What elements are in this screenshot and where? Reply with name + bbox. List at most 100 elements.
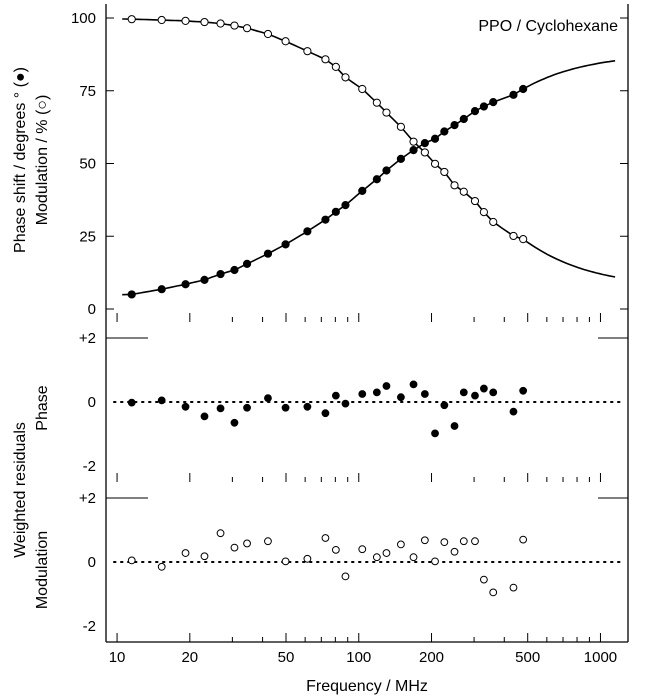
- x-tick-label: 500: [515, 649, 540, 666]
- modulation-point: [470, 196, 480, 206]
- modulation-residual-point: [431, 557, 439, 566]
- phase-residual-point: [459, 388, 468, 397]
- phase-point: [489, 97, 498, 107]
- modulation-residual-point: [519, 535, 528, 544]
- phase-point: [230, 265, 239, 275]
- modulation-point: [200, 17, 209, 27]
- modulation-residual-point: [341, 572, 350, 581]
- phase-point: [479, 102, 488, 111]
- phase-point: [459, 114, 468, 124]
- modulation-point: [281, 37, 290, 46]
- phase-residual-point: [358, 390, 367, 398]
- modulation-residual-point: [216, 529, 225, 538]
- y-axis-label-phase: Phase shift / degrees ° (●): [12, 67, 29, 253]
- x-tick-label: 10: [109, 649, 126, 666]
- modulation-residuals-plot: +2 0 -2: [79, 482, 629, 642]
- modulation-residual-point: [358, 545, 367, 554]
- modulation-point: [331, 62, 340, 71]
- modulation-residual-point: [450, 547, 459, 556]
- modulation-point: [440, 167, 449, 177]
- phase-residuals-label: Phase: [34, 385, 51, 430]
- chart-title: PPO / Cyclohexane: [478, 18, 618, 35]
- x-tick-label: 20: [181, 649, 198, 666]
- phase-residual-y-tick-label: +2: [79, 330, 96, 347]
- phase-residual-point: [479, 384, 488, 393]
- modulation-residual-point: [181, 549, 190, 557]
- modulation-point: [127, 15, 136, 24]
- phase-point: [358, 186, 367, 195]
- phase-point: [157, 285, 166, 294]
- phase-residual-y-tick-label: 0: [88, 394, 96, 411]
- phase-residual-point: [509, 407, 518, 416]
- modulation-point: [430, 159, 440, 168]
- modulation-point: [230, 21, 239, 30]
- phase-point: [321, 215, 330, 224]
- modulation-point: [382, 108, 391, 117]
- phase-point: [430, 134, 440, 143]
- modulation-point: [372, 98, 381, 107]
- modulation-residual-point: [321, 534, 330, 542]
- phase-point: [200, 275, 209, 284]
- modulation-point: [181, 16, 190, 26]
- y-tick-label: 100: [71, 10, 96, 27]
- phase-point: [450, 120, 459, 130]
- y-tick-label: 50: [79, 156, 96, 173]
- phase-residuals-plot: +2 0 -2: [79, 322, 629, 482]
- phase-residual-point: [440, 401, 449, 410]
- phase-point: [440, 127, 449, 136]
- modulation-point: [396, 122, 406, 131]
- phase-residual-point: [489, 388, 498, 397]
- x-tick-label: 50: [278, 649, 295, 666]
- modulation-residual-point: [397, 540, 405, 549]
- phase-point: [341, 201, 350, 210]
- modulation-fit-curve: [122, 18, 616, 278]
- modulation-residual-point: [281, 557, 290, 566]
- phase-point: [263, 249, 273, 258]
- phase-residual-point: [372, 388, 381, 397]
- phase-residual-point: [127, 398, 136, 407]
- modulation-residual-point: [409, 553, 418, 562]
- x-tick-label: 200: [419, 649, 444, 666]
- phase-residual-point: [397, 393, 405, 402]
- modulation-residual-point: [479, 575, 488, 584]
- main-plot: 0 25 50 75 100: [71, 4, 629, 322]
- phase-point: [382, 166, 391, 175]
- modulation-residual-point: [372, 553, 381, 562]
- modulation-residual-point: [509, 583, 518, 592]
- phase-residual-point: [321, 409, 330, 418]
- modulation-residual-point: [303, 554, 312, 563]
- x-axis-label: Frequency / MHz: [306, 678, 428, 695]
- modulation-residual-point: [243, 539, 251, 548]
- phase-residual-point: [303, 402, 312, 411]
- modulation-residual-point: [200, 552, 209, 561]
- modulation-point: [157, 15, 166, 25]
- phase-residual-point: [382, 382, 391, 390]
- phase-point: [396, 154, 406, 163]
- phase-point: [181, 280, 190, 289]
- phase-residual-point: [264, 394, 272, 403]
- frequency-axis: 10 20 50 100 200 500 1000: [106, 641, 628, 666]
- phase-point: [409, 146, 418, 155]
- modulation-residual-point: [382, 549, 391, 557]
- modulation-point: [409, 137, 418, 146]
- phase-residual-point: [420, 390, 429, 398]
- modulation-point: [303, 47, 312, 56]
- modulation-point: [459, 187, 468, 196]
- phase-point: [470, 107, 480, 116]
- modulation-residual-y-tick-label: +2: [79, 490, 96, 507]
- modulation-residuals-label: Modulation: [34, 531, 51, 609]
- modulation-residual-y-tick-label: 0: [88, 554, 96, 571]
- phase-residual-point: [281, 403, 290, 412]
- modulation-point: [321, 55, 330, 64]
- modulation-point: [479, 207, 488, 217]
- modulation-residual-point: [489, 588, 498, 597]
- modulation-point: [263, 29, 273, 39]
- x-tick-label: 1000: [584, 649, 617, 666]
- modulation-residual-point: [459, 537, 468, 546]
- phase-residual-point: [409, 380, 418, 389]
- phase-residual-point: [341, 399, 350, 408]
- modulation-residual-point: [440, 538, 449, 547]
- x-tick-label: 100: [346, 649, 371, 666]
- modulation-point: [489, 217, 498, 227]
